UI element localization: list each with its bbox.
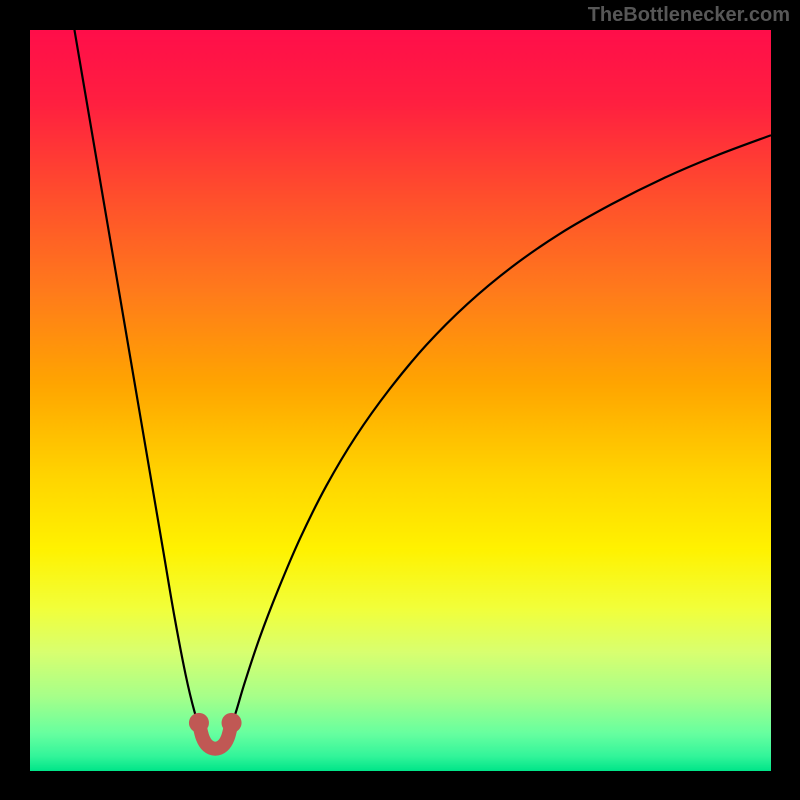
marker-dot-right [222,713,242,733]
curve-right [229,135,771,734]
curve-left [74,30,201,734]
marker-dot-left [189,713,209,733]
watermark-text: TheBottlenecker.com [588,4,790,27]
curves-svg [30,30,771,771]
plot-area [30,30,771,771]
chart-container: TheBottlenecker.com [0,0,800,800]
